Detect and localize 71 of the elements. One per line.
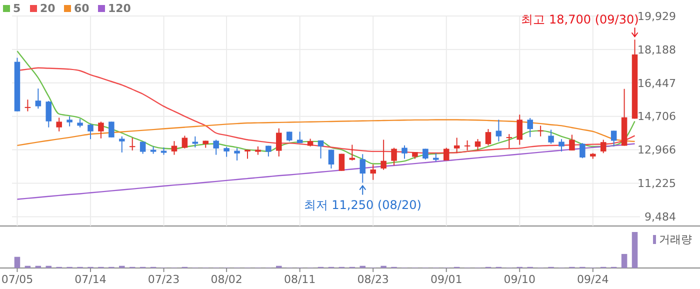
candlestick bbox=[213, 139, 219, 156]
candlestick bbox=[35, 88, 42, 110]
candlestick bbox=[98, 121, 104, 139]
bar bbox=[632, 232, 638, 268]
bar bbox=[14, 256, 20, 268]
y-tick-label: 14,706 bbox=[638, 110, 676, 124]
candlestick bbox=[46, 100, 52, 128]
candlestick bbox=[66, 116, 72, 127]
line-series bbox=[16, 119, 636, 146]
candlestick bbox=[349, 144, 356, 161]
legend-label: 거래량 bbox=[659, 233, 692, 246]
candlestick bbox=[108, 121, 114, 138]
candlestick bbox=[496, 119, 502, 142]
candlestick bbox=[360, 154, 366, 184]
candlestick bbox=[527, 118, 533, 138]
x-tick-label: 08/23 bbox=[357, 273, 389, 286]
candlestick bbox=[548, 129, 554, 144]
candlestick bbox=[234, 148, 240, 161]
y-tick-label: 11,225 bbox=[638, 177, 676, 190]
candlestick bbox=[129, 137, 136, 151]
candlestick bbox=[506, 134, 512, 149]
x-tick-label: 08/02 bbox=[210, 273, 242, 286]
candlestick bbox=[538, 125, 544, 137]
candlestick bbox=[443, 147, 450, 161]
candlestick bbox=[338, 153, 345, 172]
annotation: 최고 18,700 (09/30) bbox=[521, 12, 639, 27]
legend-label: 60 bbox=[74, 2, 90, 15]
y-tick-label: 16,447 bbox=[638, 76, 676, 90]
x-tick-label: 09/10 bbox=[504, 273, 536, 286]
candlestick bbox=[286, 131, 292, 142]
candlestick bbox=[119, 136, 125, 153]
candlestick bbox=[402, 144, 408, 160]
x-tick-label: 09/24 bbox=[577, 273, 609, 286]
x-tick-label: 07/14 bbox=[74, 273, 106, 286]
x-tick-label: 07/23 bbox=[148, 273, 180, 286]
y-tick-label: 12,966 bbox=[638, 144, 676, 157]
candlestick bbox=[600, 139, 606, 154]
candlestick bbox=[182, 135, 188, 149]
bar bbox=[621, 254, 628, 268]
candlestick bbox=[328, 149, 334, 170]
candlestick bbox=[516, 114, 523, 146]
legend-label: 120 bbox=[108, 2, 132, 15]
candlestick bbox=[474, 138, 481, 151]
x-tick-label: 08/11 bbox=[284, 273, 316, 286]
candlestick bbox=[464, 140, 470, 151]
candlestick bbox=[580, 142, 586, 159]
y-tick-label: 19,929 bbox=[638, 10, 676, 23]
candlestick bbox=[171, 140, 178, 156]
candlestick bbox=[88, 123, 94, 140]
candlestick bbox=[569, 134, 575, 151]
y-tick-label: 9,484 bbox=[644, 210, 676, 224]
candlestick bbox=[391, 147, 397, 166]
candlestick bbox=[24, 99, 31, 112]
candlestick bbox=[370, 164, 376, 180]
candlestick bbox=[276, 128, 282, 157]
y-tick-label: 18,188 bbox=[638, 43, 676, 56]
candlestick bbox=[192, 136, 198, 148]
candlestick bbox=[454, 137, 460, 154]
candlestick bbox=[558, 138, 564, 152]
x-tick-label: 09/01 bbox=[430, 273, 462, 286]
x-tick-label: 07/05 bbox=[1, 273, 34, 286]
candlestick bbox=[140, 141, 146, 154]
candlestick bbox=[485, 128, 492, 146]
candlestick bbox=[610, 130, 617, 147]
candlestick bbox=[318, 140, 324, 159]
legend-label: 5 bbox=[13, 2, 21, 15]
candlestick bbox=[56, 117, 62, 132]
candlestick bbox=[380, 139, 386, 170]
candlestick bbox=[224, 146, 230, 158]
annotation: 최저 11,250 (08/20) bbox=[304, 198, 422, 212]
legend-label: 20 bbox=[40, 2, 56, 15]
